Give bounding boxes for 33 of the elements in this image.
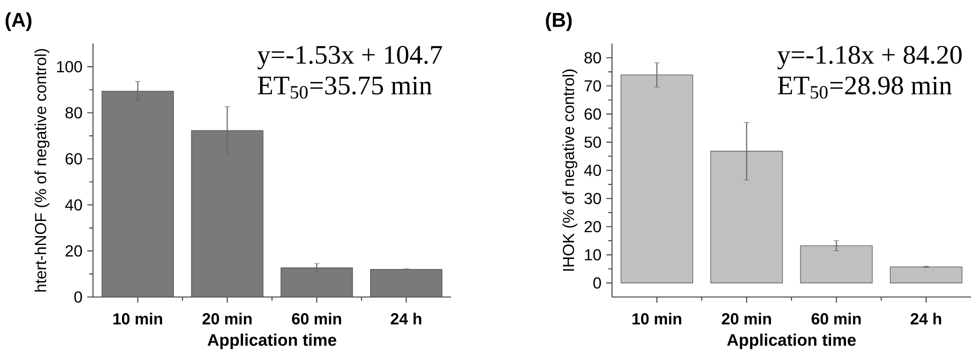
y-tick-label: 0 <box>74 291 82 303</box>
y-tick-label: 40 <box>584 164 601 176</box>
x-tick-label: 10 min <box>113 312 162 324</box>
x-tick-label: 60 min <box>812 312 861 324</box>
y-tick-label: 70 <box>584 80 601 92</box>
x-tick-label: 24 h <box>910 312 942 324</box>
y-tick-label: 80 <box>584 52 601 64</box>
chart-title: (A) <box>6 12 32 31</box>
y-tick-label: 10 <box>585 249 601 260</box>
y-tick-label: 80 <box>65 107 82 118</box>
y-tick-label: 40 <box>65 199 82 211</box>
x-tick-label: 60 min <box>292 312 342 324</box>
x-tick-label: 10 min <box>632 312 682 324</box>
x-axis-title: Application time <box>208 334 336 350</box>
x-tick-label: 20 min <box>202 312 252 324</box>
y-tick-label: 20 <box>584 220 601 232</box>
annotation: ET$_{50}$=28.98 min <box>778 76 952 99</box>
y-tick-label: 60 <box>584 108 601 120</box>
annotation: ET$_{50}$=35.75 min <box>258 76 432 99</box>
chart-title: (B) <box>546 12 572 31</box>
x-tick-label: 24 h <box>390 312 422 324</box>
y-tick-label: 0 <box>593 277 601 289</box>
x-tick-label: 20 min <box>722 312 771 324</box>
y-tick-label: 20 <box>66 245 82 257</box>
y-tick-label: 30 <box>584 192 601 204</box>
y-axis-title: IHOK (% of negative control) <box>562 70 578 271</box>
y-tick-label: 100 <box>57 61 82 72</box>
x-axis-title: Application time <box>727 334 856 350</box>
annotation: y=-1.18x + 84.20 <box>777 46 962 70</box>
y-tick-label: 50 <box>584 136 601 148</box>
y-tick-label: 60 <box>66 153 82 164</box>
annotation: y=-1.53x + 104.7 <box>257 46 442 70</box>
y-axis-title: htert-hNOF (% of negative control) <box>34 49 50 292</box>
